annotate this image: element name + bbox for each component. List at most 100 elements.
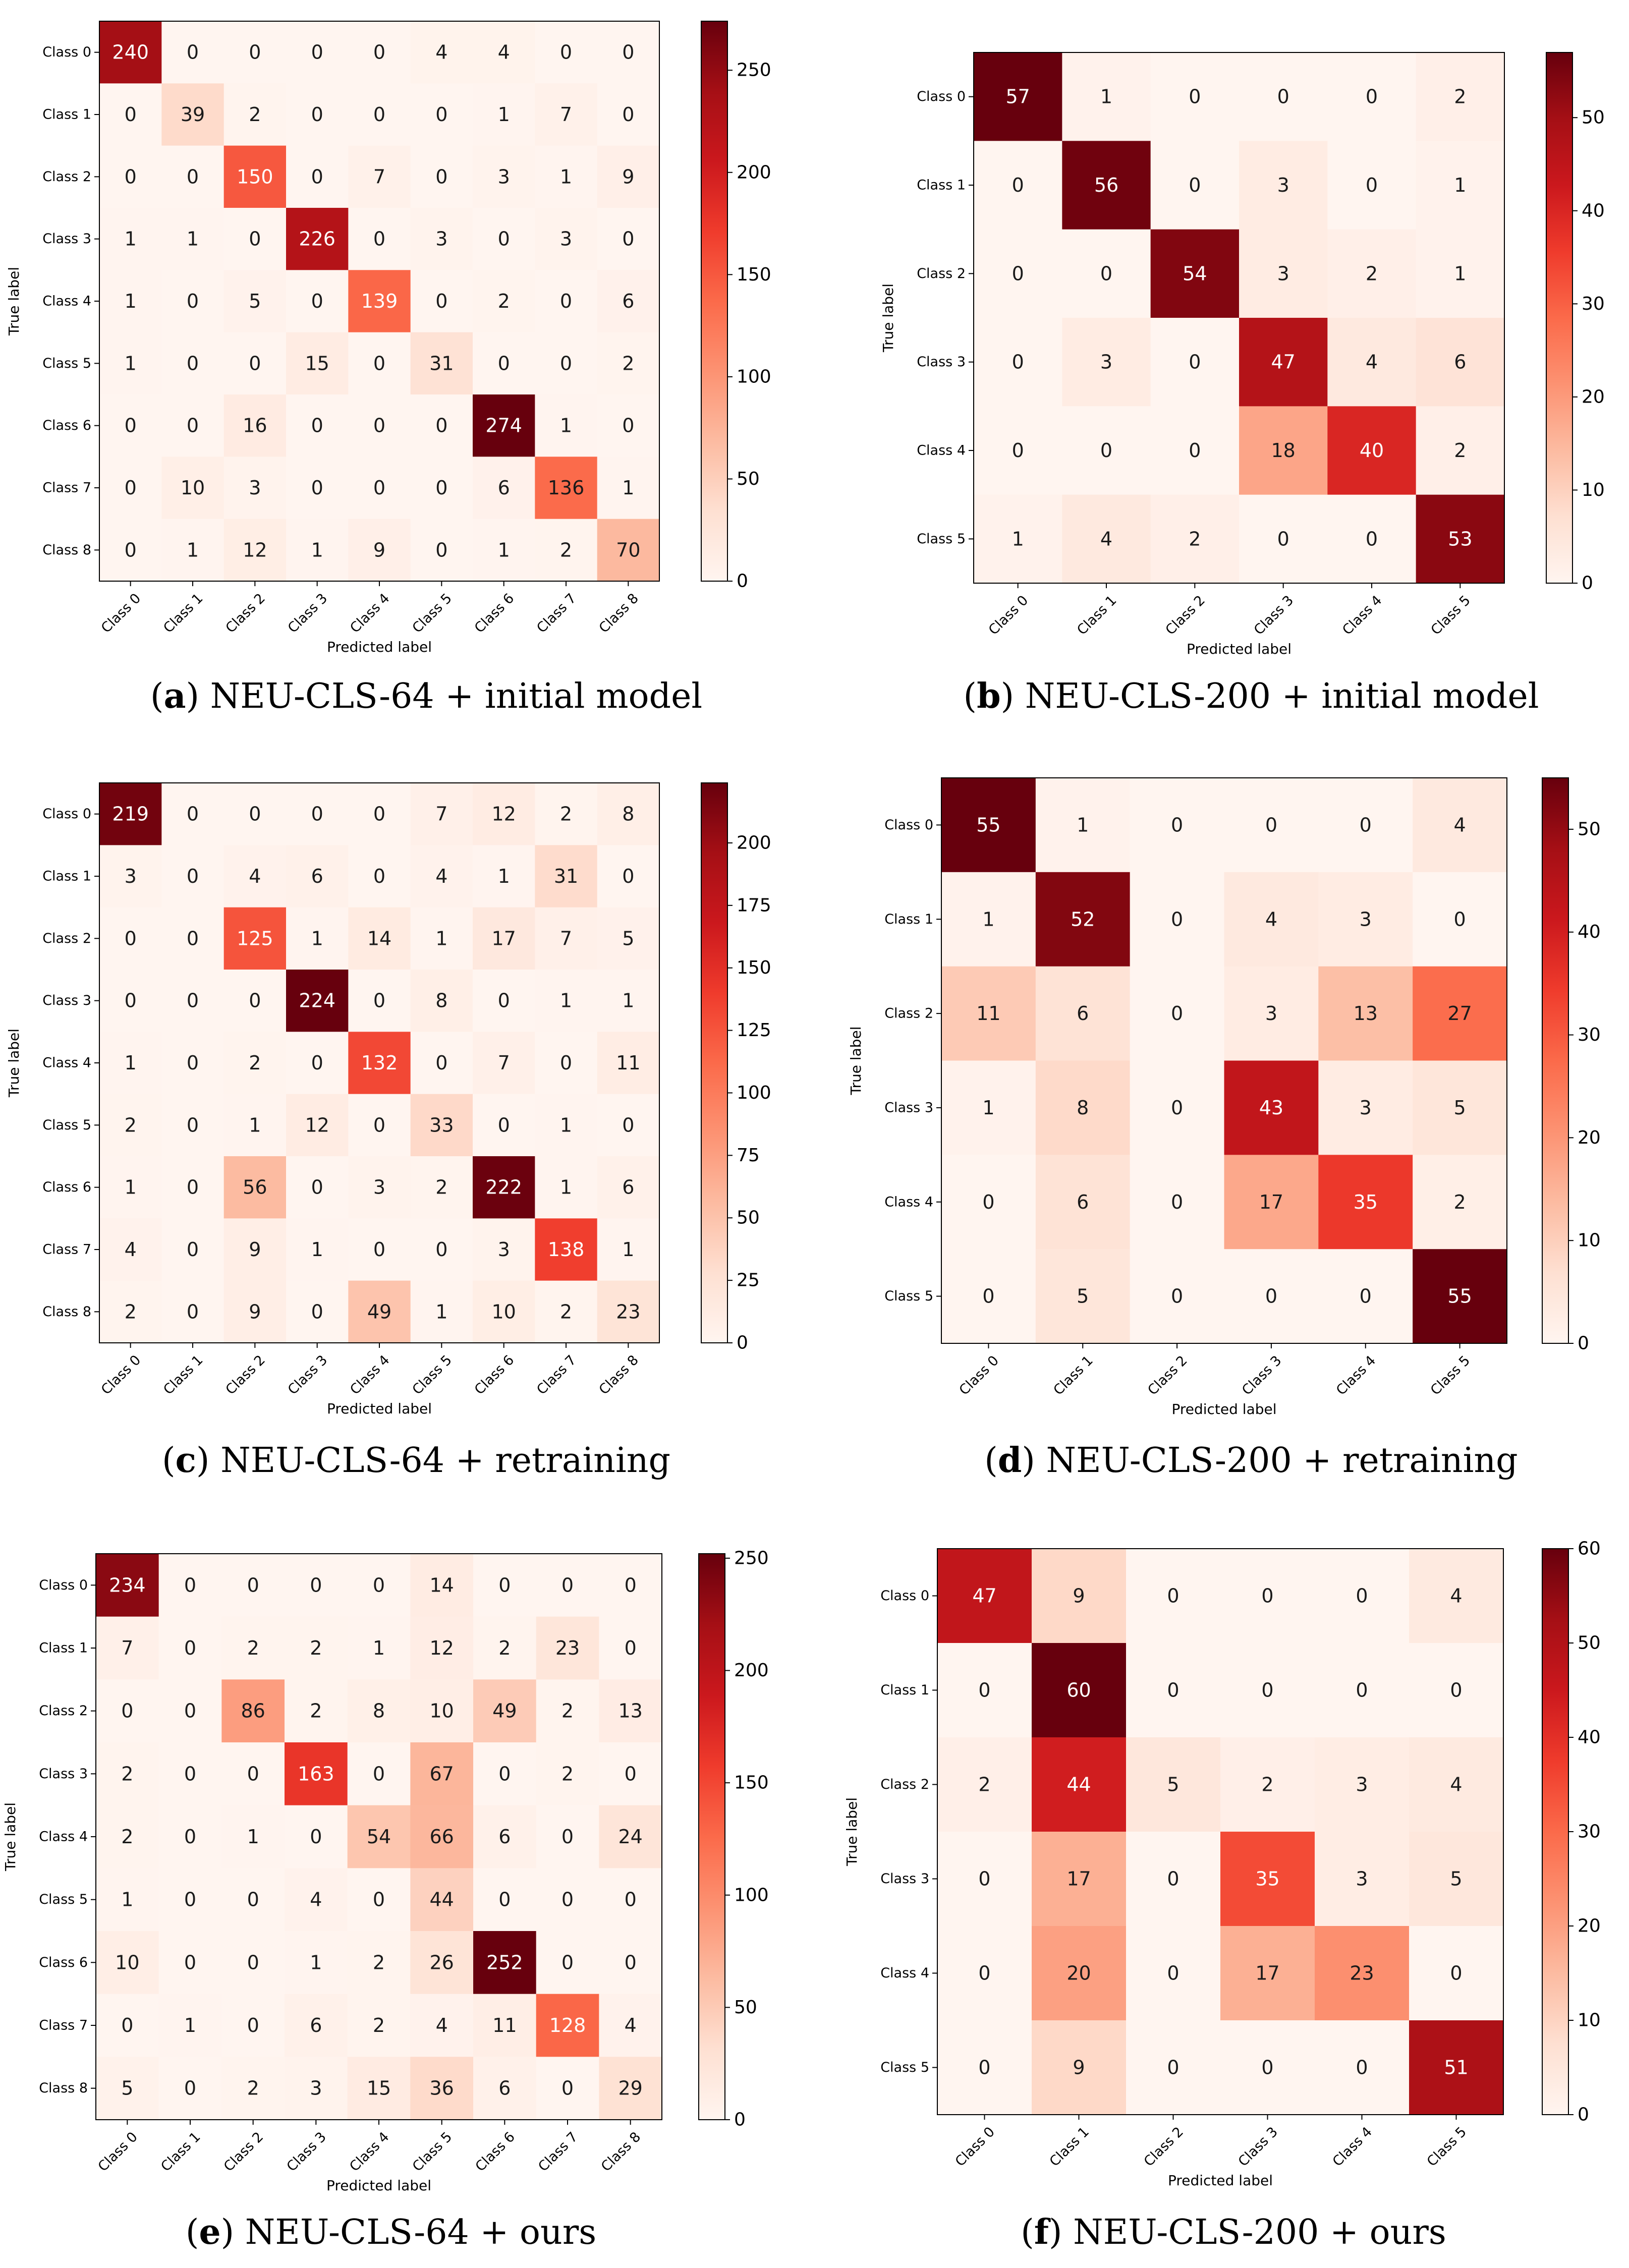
- cell-a-r0-c0: [99, 21, 162, 84]
- cell-e-r4-c8: [599, 1805, 662, 1868]
- cell-a-r3-c3: [286, 208, 349, 270]
- cell-value-a-r4-c5: 0: [435, 290, 447, 312]
- colorbar-b: [1546, 52, 1573, 584]
- colorbar-tick-label-e-1: 50: [734, 1997, 757, 2018]
- cell-c-r2-c6: [473, 907, 535, 970]
- cell-c-r1-c8: [597, 845, 660, 908]
- cell-value-d-r0-c2: 0: [1171, 814, 1183, 836]
- cell-value-a-r1-c0: 0: [125, 103, 137, 126]
- cell-value-b-r4-c1: 0: [1100, 439, 1112, 462]
- cell-value-f-r1-c4: 0: [1356, 1679, 1368, 1702]
- x-tick-label-a-5: Class 5: [409, 591, 455, 636]
- cell-value-c-r7-c8: 1: [622, 1238, 634, 1261]
- cell-e-r1-c1: [158, 1616, 222, 1680]
- y-tick-label-d-0: Class 0: [884, 817, 933, 833]
- cell-c-r3-c1: [161, 970, 224, 1032]
- cell-a-r4-c8: [597, 270, 660, 333]
- cell-value-c-r3-c7: 1: [560, 990, 572, 1012]
- cell-e-r1-c5: [410, 1616, 474, 1680]
- cell-value-a-r1-c3: 0: [311, 103, 323, 126]
- cell-e-r8-c2: [221, 2057, 285, 2120]
- cell-a-r4-c1: [161, 270, 224, 333]
- y-tick-label-c-4: Class 4: [42, 1055, 91, 1071]
- cell-a-r4-c0: [99, 270, 162, 333]
- x-axis-title-e: Predicted label: [326, 2177, 431, 2194]
- cell-value-a-r0-c6: 4: [498, 41, 510, 64]
- cell-a-r5-c1: [161, 332, 224, 395]
- cell-a-r0-c5: [410, 21, 473, 84]
- cell-e-r1-c4: [347, 1616, 411, 1680]
- cell-c-r8-c7: [535, 1280, 598, 1343]
- colorbar-tick-label-c-3: 75: [737, 1145, 760, 1166]
- cell-value-f-r0-c0: 47: [972, 1585, 996, 1607]
- y-axis-title-a: True label: [6, 267, 22, 336]
- cell-value-c-r1-c6: 1: [498, 865, 510, 887]
- y-tick-label-c-7: Class 7: [42, 1242, 91, 1258]
- cell-value-e-r7-c6: 11: [492, 2014, 517, 2036]
- cell-f-r2-c3: [1220, 1737, 1315, 1832]
- cell-value-a-r5-c7: 0: [560, 352, 572, 374]
- cell-value-c-r1-c8: 0: [622, 865, 634, 887]
- cell-b-r2-c3: [1239, 229, 1328, 318]
- caption-f-label: f: [1034, 2212, 1049, 2252]
- cell-value-d-r2-c5: 27: [1447, 1002, 1472, 1025]
- cell-value-e-r6-c5: 26: [429, 1951, 454, 1973]
- cell-c-r5-c5: [410, 1094, 473, 1157]
- cell-value-e-r0-c5: 14: [429, 1574, 454, 1596]
- cell-value-f-r4-c4: 23: [1350, 1962, 1374, 1984]
- cell-e-r1-c8: [599, 1616, 662, 1680]
- cell-value-b-r3-c4: 4: [1366, 351, 1378, 373]
- cell-value-e-r8-c0: 5: [121, 2077, 133, 2100]
- cell-value-e-r4-c3: 0: [310, 1826, 322, 1848]
- cell-e-r1-c7: [536, 1616, 599, 1680]
- cell-value-f-r3-c1: 17: [1066, 1868, 1091, 1890]
- cell-value-c-r0-c8: 8: [622, 803, 634, 825]
- cell-value-e-r1-c4: 1: [373, 1637, 385, 1659]
- caption-f: (f) NEU-CLS-200 + ours: [1021, 2212, 1446, 2252]
- cell-c-r3-c2: [223, 970, 287, 1032]
- cell-c-r8-c1: [161, 1280, 224, 1343]
- cell-c-r2-c1: [161, 907, 224, 970]
- cell-e-r1-c6: [473, 1616, 537, 1680]
- cell-c-r4-c7: [535, 1032, 598, 1095]
- cell-c-r6-c4: [348, 1156, 411, 1219]
- x-axis-title-a: Predicted label: [327, 639, 432, 655]
- cell-f-r4-c4: [1315, 1926, 1410, 2021]
- x-tick-label-b-1: Class 1: [1074, 593, 1119, 638]
- cell-value-f-r5-c3: 0: [1261, 2057, 1273, 2079]
- x-axis-title-c: Predicted label: [327, 1400, 432, 1417]
- y-tick-label-d-2: Class 2: [884, 1006, 933, 1022]
- cell-value-a-r3-c0: 1: [125, 228, 137, 250]
- x-tick-label-d-4: Class 4: [1333, 1353, 1379, 1398]
- cell-f-r5-c1: [1032, 2020, 1127, 2115]
- cell-value-e-r1-c1: 0: [184, 1637, 196, 1659]
- cell-value-a-r1-c8: 0: [622, 103, 634, 126]
- cell-e-r6-c4: [347, 1931, 411, 1995]
- cell-f-r5-c0: [937, 2020, 1032, 2115]
- cell-e-r3-c2: [221, 1742, 285, 1806]
- cell-c-r7-c8: [597, 1218, 660, 1281]
- cell-c-r7-c0: [99, 1218, 162, 1281]
- colorbar-tick-label-a-2: 100: [737, 366, 771, 387]
- cell-c-r1-c4: [348, 845, 411, 908]
- cell-value-e-r5-c5: 44: [429, 1889, 454, 1911]
- cell-value-c-r7-c7: 138: [548, 1238, 585, 1261]
- cell-a-r4-c2: [223, 270, 287, 333]
- cell-value-a-r1-c5: 0: [435, 103, 447, 126]
- cell-b-r4-c2: [1150, 406, 1240, 495]
- y-tick-label-e-1: Class 1: [39, 1640, 88, 1656]
- cell-value-c-r7-c3: 1: [311, 1238, 323, 1261]
- cell-c-r2-c3: [286, 907, 349, 970]
- cell-value-e-r5-c8: 0: [625, 1889, 637, 1911]
- cell-value-e-r5-c4: 0: [373, 1889, 385, 1911]
- cell-d-r5-c3: [1224, 1249, 1319, 1344]
- y-tick-label-d-3: Class 3: [884, 1100, 933, 1115]
- y-tick-label-d-4: Class 4: [884, 1194, 933, 1210]
- colorbar-tick-label-f-4: 40: [1578, 1727, 1601, 1748]
- cell-value-e-r6-c1: 0: [184, 1951, 196, 1973]
- cell-value-f-r2-c0: 2: [978, 1774, 990, 1796]
- cell-value-b-r2-c4: 2: [1366, 262, 1378, 285]
- cell-value-b-r4-c4: 40: [1360, 439, 1384, 462]
- cell-value-d-r1-c5: 0: [1453, 908, 1466, 930]
- cell-value-e-r6-c0: 10: [115, 1951, 139, 1973]
